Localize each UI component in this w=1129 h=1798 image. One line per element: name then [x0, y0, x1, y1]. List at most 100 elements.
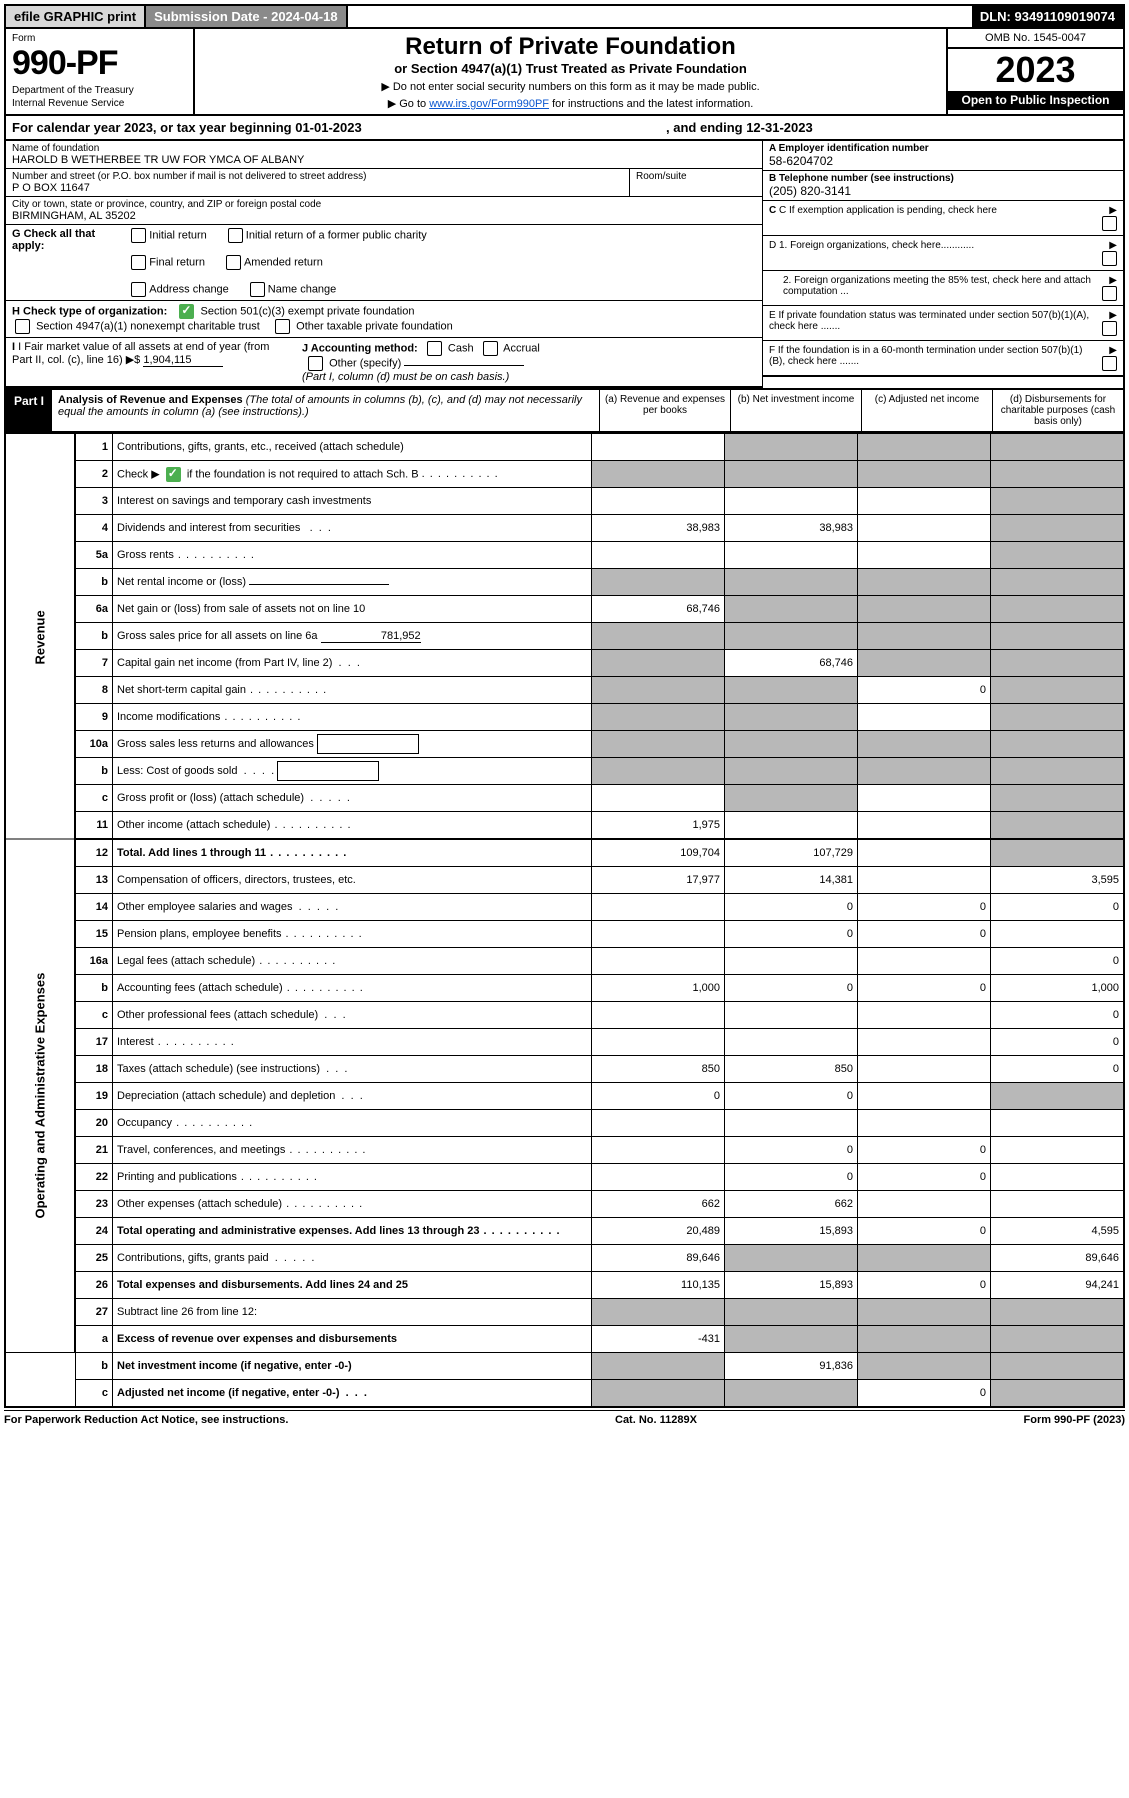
c-checkbox[interactable] — [1102, 216, 1117, 231]
address-change-checkbox[interactable] — [131, 282, 146, 297]
sch-b-checkbox[interactable] — [166, 467, 181, 482]
section-4947-checkbox[interactable] — [15, 319, 30, 334]
row-24: 24 Total operating and administrative ex… — [5, 1218, 1124, 1245]
revenue-side-label: Revenue — [5, 434, 75, 840]
foundation-name: HAROLD B WETHERBEE TR UW FOR YMCA OF ALB… — [12, 154, 756, 166]
header-right: OMB No. 1545-0047 2023 Open to Public In… — [946, 29, 1123, 114]
instr-line-2: ▶ Go to www.irs.gov/Form990PF for instru… — [203, 97, 938, 110]
r6b-inline: 781,952 — [321, 630, 421, 643]
g-check-row: G Check all that apply: Initial return I… — [6, 225, 762, 301]
former-charity-checkbox[interactable] — [228, 228, 243, 243]
final-return-checkbox[interactable] — [131, 255, 146, 270]
street-label: Number and street (or P.O. box number if… — [12, 171, 623, 182]
row-6b: b Gross sales price for all assets on li… — [5, 623, 1124, 650]
footer-form-id: Form 990-PF (2023) — [1024, 1414, 1125, 1426]
phone-cell: B Telephone number (see instructions) (2… — [763, 171, 1123, 201]
other-taxable-checkbox[interactable] — [275, 319, 290, 334]
a-label: A Employer identification number — [769, 143, 929, 154]
street-cell: Number and street (or P.O. box number if… — [6, 169, 630, 197]
j-label: J Accounting method: — [302, 342, 418, 354]
part1-table: Revenue 1 Contributions, gifts, grants, … — [4, 433, 1125, 1408]
g2: Final return — [149, 256, 205, 268]
row-20: 20 Occupancy — [5, 1110, 1124, 1137]
h-label: H Check type of organization: — [12, 305, 167, 317]
r1-b — [725, 434, 858, 461]
r5b-inline — [249, 584, 389, 585]
r2-desc: Check ▶ if the foundation is not require… — [113, 461, 592, 488]
g3: Address change — [149, 283, 229, 295]
r12-b: 107,729 — [725, 839, 858, 867]
r4-b: 38,983 — [725, 515, 858, 542]
r2-post: if the foundation is not required to att… — [187, 468, 419, 480]
r6a-a: 68,746 — [592, 596, 725, 623]
part1-left: Part I Analysis of Revenue and Expenses … — [6, 390, 599, 431]
phone-value: (205) 820-3141 — [769, 184, 851, 198]
city-state-zip: BIRMINGHAM, AL 35202 — [12, 210, 756, 222]
h1: Section 501(c)(3) exempt private foundat… — [200, 305, 414, 317]
city-cell: City or town, state or province, country… — [6, 197, 762, 225]
instr2-pre: ▶ Go to — [388, 98, 429, 110]
g1: Initial return — [149, 229, 206, 241]
amended-return-checkbox[interactable] — [226, 255, 241, 270]
dept-irs: Internal Revenue Service — [12, 98, 187, 109]
i-label: I Fair market value of all assets at end… — [12, 341, 269, 366]
form-number: 990-PF — [12, 44, 187, 83]
fmv-value: 1,904,115 — [143, 354, 223, 367]
r1-d — [991, 434, 1125, 461]
row-21: 21 Travel, conferences, and meetings 0 0 — [5, 1137, 1124, 1164]
city-label: City or town, state or province, country… — [12, 199, 756, 210]
f-row: F If the foundation is in a 60-month ter… — [763, 341, 1123, 377]
row-26: 26 Total expenses and disbursements. Add… — [5, 1272, 1124, 1299]
form-title: Return of Private Foundation — [203, 33, 938, 61]
room-cell: Room/suite — [630, 169, 762, 197]
part1-header-row: Part I Analysis of Revenue and Expenses … — [4, 388, 1125, 433]
r1-a — [592, 434, 725, 461]
e-label: E If private foundation status was termi… — [769, 310, 1089, 332]
d2-label: 2. Foreign organizations meeting the 85%… — [783, 275, 1091, 297]
h2: Section 4947(a)(1) nonexempt charitable … — [36, 320, 260, 332]
r1-desc: Contributions, gifts, grants, etc., rece… — [113, 434, 592, 461]
other-method-checkbox[interactable] — [308, 356, 323, 371]
name-change-checkbox[interactable] — [250, 282, 265, 297]
footer-left: For Paperwork Reduction Act Notice, see … — [4, 1414, 288, 1426]
j-block: J Accounting method: Cash Accrual Other … — [302, 341, 540, 383]
r1-num: 1 — [75, 434, 113, 461]
row-18: 18 Taxes (attach schedule) (see instruct… — [5, 1056, 1124, 1083]
instructions-link[interactable]: www.irs.gov/Form990PF — [429, 98, 549, 110]
identification-block: Name of foundation HAROLD B WETHERBEE TR… — [4, 141, 1125, 388]
h3: Other taxable private foundation — [296, 320, 453, 332]
r2-num: 2 — [75, 461, 113, 488]
r4-a: 38,983 — [592, 515, 725, 542]
cash-checkbox[interactable] — [427, 341, 442, 356]
id-right: A Employer identification number 58-6204… — [762, 141, 1123, 388]
row-13: 13 Compensation of officers, directors, … — [5, 867, 1124, 894]
row-11: 11 Other income (attach schedule) 1,975 — [5, 812, 1124, 840]
section-501c3-checkbox[interactable] — [179, 304, 194, 319]
row-27b: b Net investment income (if negative, en… — [5, 1353, 1124, 1380]
row-16c: c Other professional fees (attach schedu… — [5, 1002, 1124, 1029]
g-checks: Initial return Initial return of a forme… — [128, 228, 756, 297]
i-block: I I Fair market value of all assets at e… — [12, 341, 272, 383]
accrual-checkbox[interactable] — [483, 341, 498, 356]
r7-b: 68,746 — [725, 650, 858, 677]
d1-checkbox[interactable] — [1102, 251, 1117, 266]
g4: Initial return of a former public charit… — [246, 229, 427, 241]
b-label: B Telephone number (see instructions) — [769, 173, 954, 184]
row-10a: 10a Gross sales less returns and allowan… — [5, 731, 1124, 758]
d2-checkbox[interactable] — [1102, 286, 1117, 301]
r11-a: 1,975 — [592, 812, 725, 840]
part1-desc: Analysis of Revenue and Expenses (The to… — [52, 390, 599, 431]
footer-catalog: Cat. No. 11289X — [615, 1414, 697, 1426]
row-1: Revenue 1 Contributions, gifts, grants, … — [5, 434, 1124, 461]
row-19: 19 Depreciation (attach schedule) and de… — [5, 1083, 1124, 1110]
e-checkbox[interactable] — [1102, 321, 1117, 336]
r1-c — [858, 434, 991, 461]
f-checkbox[interactable] — [1102, 356, 1117, 371]
initial-return-checkbox[interactable] — [131, 228, 146, 243]
j2: Accrual — [503, 342, 540, 354]
dln: DLN: 93491109019074 — [972, 6, 1123, 27]
col-b-head: (b) Net investment income — [730, 390, 861, 431]
i-j-row: I I Fair market value of all assets at e… — [6, 338, 762, 388]
page-footer: For Paperwork Reduction Act Notice, see … — [4, 1410, 1125, 1426]
form-subtitle: or Section 4947(a)(1) Trust Treated as P… — [203, 61, 938, 76]
